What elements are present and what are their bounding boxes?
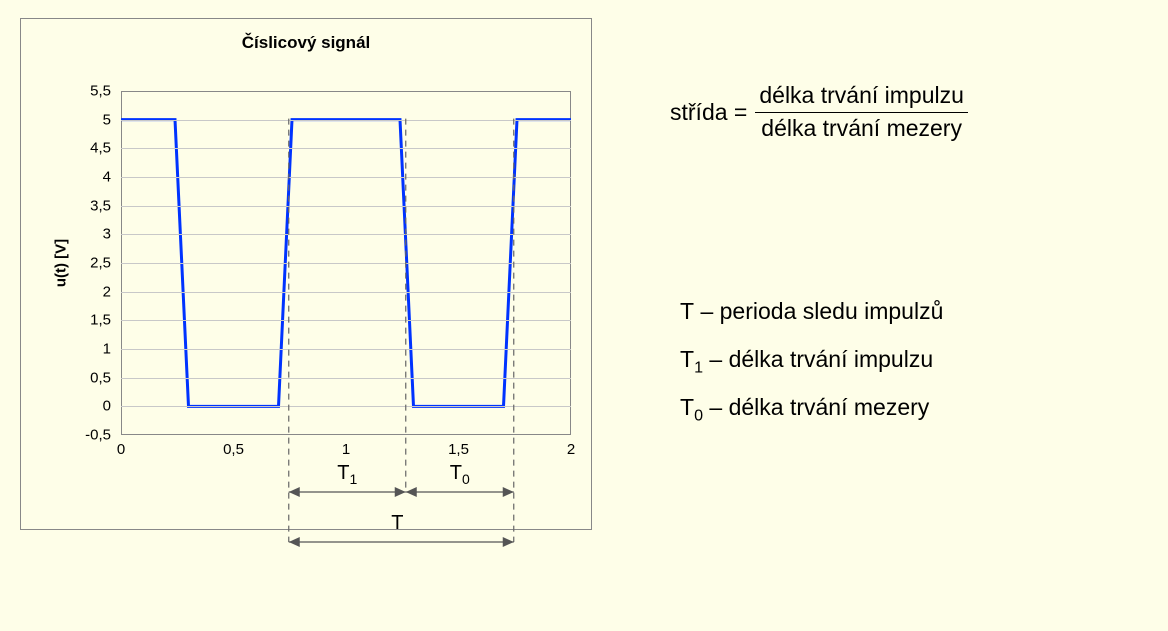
formula-denominator: délka trvání mezery [757,113,966,145]
duty-cycle-formula: střída = délka trvání impulzu délka trvá… [670,80,968,144]
symbol-definitions: T – perioda sledu impulzů T1 – délka trv… [680,288,943,431]
period-label: T1 [337,462,357,487]
formula-lhs: střída = [670,99,747,126]
formula-numerator: délka trvání impulzu [755,80,968,112]
def-T1: T1 – délka trvání impulzu [680,336,943,384]
formula-fraction: délka trvání impulzu délka trvání mezery [755,80,968,144]
period-annotations [0,0,1168,631]
period-label: T [391,512,403,535]
def-T: T – perioda sledu impulzů [680,288,943,336]
period-label: T0 [450,462,470,487]
def-T0: T0 – délka trvání mezery [680,384,943,432]
